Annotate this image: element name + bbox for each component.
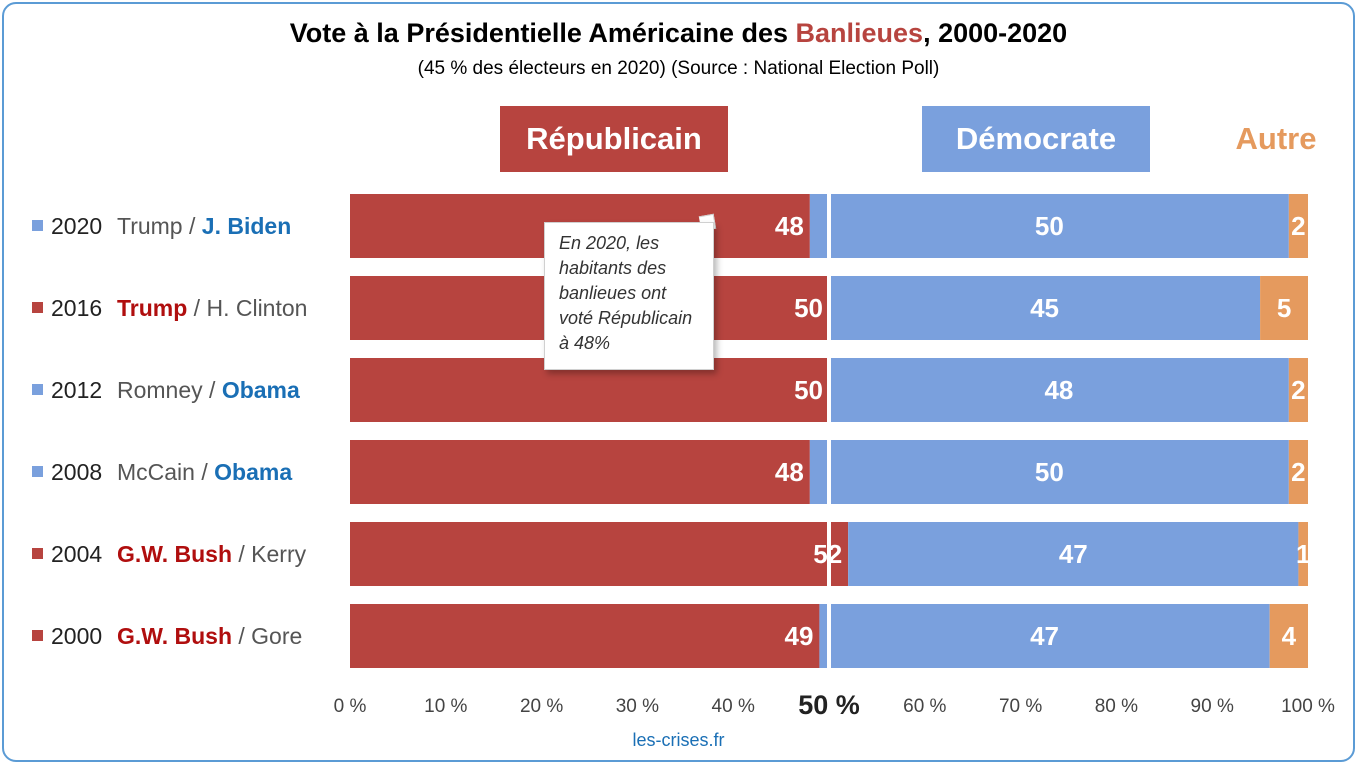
label-republican-2000: 49 (784, 621, 813, 651)
label-democrat-2004: 47 (1059, 539, 1088, 569)
row-label-2016: 2016 Trump / H. Clinton (32, 286, 307, 326)
bar-democrat-2020 (809, 194, 1289, 258)
bar-democrat-2000 (819, 604, 1270, 668)
republican-candidate: Trump (117, 294, 188, 321)
callout-note: En 2020, les habitants des banlieues ont… (544, 222, 714, 370)
row-label-2000: 2000 G.W. Bush / Gore (32, 614, 302, 654)
row-candidates: Romney / Obama (117, 377, 300, 403)
candidate-separator: / (232, 622, 252, 649)
row-marker (32, 220, 43, 232)
democrat-candidate: Kerry (251, 540, 307, 567)
x-tick-label: 70 % (999, 696, 1042, 717)
row-label-2008: 2008 McCain / Obama (32, 450, 292, 490)
bar-other-2008 (1288, 440, 1308, 504)
title-highlight: Banlieues (795, 18, 924, 48)
row-candidates: Trump / J. Biden (117, 213, 291, 239)
label-other-2012: 2 (1291, 375, 1305, 405)
bar-democrat-2004 (848, 522, 1299, 586)
x-tick-label: 10 % (424, 696, 467, 717)
bar-republican-2008 (350, 440, 810, 504)
candidate-separator: / (187, 294, 207, 321)
label-republican-2008: 48 (775, 457, 804, 487)
bar-republican-2000 (350, 604, 820, 668)
bar-democrat-2012 (829, 358, 1289, 422)
republican-candidate: G.W. Bush (117, 622, 232, 649)
democrat-candidate: H. Clinton (206, 294, 308, 321)
x-tick-label: 90 % (1191, 696, 1234, 717)
row-label-2012: 2012 Romney / Obama (32, 368, 300, 408)
row-candidates: McCain / Obama (117, 459, 292, 485)
bar-democrat-2016 (829, 276, 1261, 340)
row-candidates: Trump / H. Clinton (117, 295, 307, 321)
x-tick-label: 60 % (903, 696, 946, 717)
label-other-2000: 4 (1282, 621, 1297, 651)
row-year: 2012 (51, 376, 103, 403)
row-year: 2016 (51, 294, 103, 321)
x-tick-label: 30 % (616, 696, 659, 717)
democrat-candidate: J. Biden (201, 212, 292, 239)
candidate-separator: / (202, 376, 222, 403)
row-marker (32, 384, 43, 396)
row-year: 2000 (51, 622, 103, 649)
row-marker (32, 548, 43, 560)
x-tick-label: 20 % (520, 696, 563, 717)
x-tick-label: 0 % (334, 696, 367, 717)
democrat-candidate: Gore (251, 622, 303, 649)
row-marker (32, 630, 43, 642)
bar-other-2020 (1288, 194, 1308, 258)
legend-democrat: Démocrate (922, 106, 1150, 172)
democrat-candidate: Obama (214, 458, 293, 485)
republican-candidate: Trump (117, 212, 183, 239)
legend-other: Autre (1235, 121, 1317, 156)
candidate-separator: / (182, 212, 202, 239)
bar-democrat-2008 (809, 440, 1289, 504)
chart-subtitle: (45 % des électeurs en 2020) (Source : N… (417, 58, 940, 79)
label-republican-2020: 48 (775, 211, 804, 241)
label-other-2008: 2 (1291, 457, 1305, 487)
legend-republican: Républicain (500, 106, 728, 172)
republican-candidate: McCain (117, 458, 195, 485)
row-marker (32, 466, 43, 478)
republican-candidate: Romney (117, 376, 203, 403)
x-tick-label: 80 % (1095, 696, 1138, 717)
source-credit: les-crises.fr (632, 730, 725, 750)
candidate-separator: / (194, 458, 215, 485)
row-year: 2008 (51, 458, 103, 485)
label-democrat-2008: 50 (1035, 457, 1064, 487)
bar-other-2016 (1260, 276, 1308, 340)
democrat-candidate: Obama (221, 376, 300, 403)
label-democrat-2020: 50 (1035, 211, 1064, 241)
label-other-2004: 1 (1296, 539, 1310, 569)
bar-other-2004 (1298, 522, 1308, 586)
label-republican-2016: 50 (794, 293, 823, 323)
row-marker (32, 302, 43, 314)
label-democrat-2012: 48 (1044, 375, 1073, 405)
row-label-2020: 2020 Trump / J. Biden (32, 204, 291, 244)
bar-republican-2004 (350, 522, 849, 586)
label-republican-2012: 50 (794, 375, 823, 405)
label-other-2016: 5 (1277, 293, 1291, 323)
x-tick-label: 50 % (798, 690, 860, 720)
chart-title: Vote à la Présidentielle Américaine des … (289, 18, 1068, 48)
label-democrat-2016: 45 (1030, 293, 1059, 323)
candidate-separator: / (232, 540, 252, 567)
row-year: 2004 (51, 540, 103, 567)
bar-other-2012 (1288, 358, 1308, 422)
bar-other-2000 (1269, 604, 1308, 668)
row-label-2004: 2004 G.W. Bush / Kerry (32, 532, 306, 572)
label-other-2020: 2 (1291, 211, 1305, 241)
row-candidates: G.W. Bush / Kerry (117, 541, 306, 567)
label-democrat-2000: 47 (1030, 621, 1059, 651)
republican-candidate: G.W. Bush (117, 540, 232, 567)
x-tick-label: 100 % (1281, 696, 1335, 717)
row-candidates: G.W. Bush / Gore (117, 623, 302, 649)
row-year: 2020 (51, 212, 103, 239)
x-tick-label: 40 % (712, 696, 755, 717)
